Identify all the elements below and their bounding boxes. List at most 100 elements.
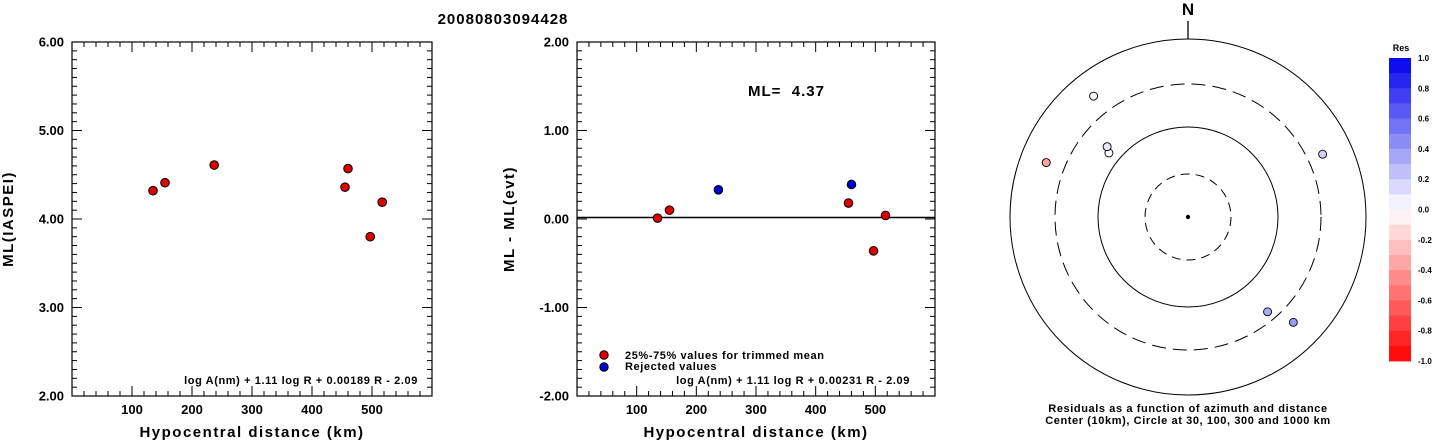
y-tick-label: -2.00 <box>539 389 569 404</box>
colorbar-tick-label: 1.0 <box>1418 54 1430 63</box>
station-marker <box>1318 149 1328 159</box>
x-tick-labels: 100 200 300 400 500 <box>121 402 383 417</box>
legend-label-trimmed: 25%-75% values for trimmed mean <box>625 350 825 362</box>
colorbar-cell <box>1389 345 1411 362</box>
colorbar-cell <box>1389 73 1411 89</box>
x-tick-label: 100 <box>626 402 648 417</box>
center-dot <box>1185 214 1191 220</box>
colorbar-cell <box>1389 239 1411 256</box>
x-axis-label: Hypocentral distance (km) <box>139 424 364 441</box>
x-tick-label: 300 <box>745 402 767 417</box>
circle-100km <box>1097 126 1279 308</box>
legend-label-rejected: Rejected values <box>625 361 717 373</box>
formula-label: log A(nm) + 1.11 log R + 0.00231 R - 2.0… <box>676 375 910 387</box>
x-tick-label: 200 <box>685 402 707 417</box>
data-point <box>340 182 350 192</box>
caption-line-1: Residuals as a function of azimuth and d… <box>1048 403 1327 415</box>
colorbar-tick-label: -0.8 <box>1418 327 1432 336</box>
data-point <box>160 177 170 188</box>
station-markers <box>1041 91 1328 327</box>
colorbar-cell <box>1389 315 1411 332</box>
y-tick-label: 1.00 <box>544 123 569 138</box>
data-point <box>377 197 388 207</box>
colorbar-tick-label: -1.0 <box>1418 357 1432 366</box>
data-point <box>664 205 675 215</box>
circle-30km <box>1144 173 1232 261</box>
y-axis-label: ML - ML(evt) <box>501 166 518 272</box>
x-tick-label: 300 <box>241 402 263 417</box>
colorbar-cells <box>1389 58 1411 362</box>
legend-marker-rejected <box>599 362 609 372</box>
colorbar-cell <box>1389 330 1411 347</box>
y-tick-label: 2.00 <box>544 35 569 50</box>
y-tick-label: 3.00 <box>39 300 64 315</box>
y-tick-label: -1.00 <box>539 300 569 315</box>
colorbar-tick-label: 0.6 <box>1418 115 1430 124</box>
colorbar-tick-label: 0.8 <box>1418 84 1430 93</box>
colorbar-cell <box>1389 148 1411 165</box>
colorbar-cell <box>1389 194 1411 210</box>
colorbar-cell <box>1389 209 1411 226</box>
y-axis-label: ML(IASPEI) <box>0 171 17 267</box>
caption-line-2: Center (10km), Circle at 30, 100, 300 an… <box>1045 415 1331 427</box>
y-tick-labels: -2.00 -1.00 0.00 1.00 2.00 <box>539 35 569 404</box>
colorbar-cell <box>1389 254 1411 271</box>
ml-iaspei-plot: 2.00 3.00 4.00 5.00 6.00 100 200 300 400 500 Hyp… <box>0 35 433 441</box>
legend-marker-trimmed <box>599 350 609 360</box>
station-marker <box>1102 142 1112 152</box>
tick-marks <box>577 42 935 396</box>
y-tick-labels: 2.00 3.00 4.00 5.00 6.00 <box>39 35 64 404</box>
colorbar-cell <box>1389 300 1411 316</box>
data-point <box>343 163 353 174</box>
tick-marks <box>72 42 432 396</box>
data-point <box>843 198 854 208</box>
colorbar: Res 1.0 0.8 0.6 0.4 0.2 0.0 -0.2 -0.4 -0.6 -0.8 -1… <box>1389 43 1432 366</box>
x-axis-label: Hypocentral distance (km) <box>643 424 868 441</box>
north-label: N <box>1182 0 1194 19</box>
colorbar-cell <box>1389 88 1411 104</box>
data-points <box>652 179 891 256</box>
y-tick-label: 6.00 <box>39 35 64 50</box>
station-marker <box>1288 317 1298 327</box>
data-point <box>148 185 158 196</box>
colorbar-cell <box>1389 285 1411 301</box>
colorbar-cell <box>1389 58 1411 74</box>
colorbar-cell <box>1389 224 1411 241</box>
formula-label: log A(nm) + 1.11 log R + 0.00189 R - 2.0… <box>184 375 418 387</box>
station-marker <box>1041 158 1051 168</box>
colorbar-cell <box>1389 133 1411 150</box>
colorbar-tick-label: -0.2 <box>1418 236 1432 245</box>
circle-1000km <box>1009 38 1367 396</box>
colorbar-cell <box>1389 270 1411 286</box>
data-point <box>365 231 376 242</box>
y-tick-label: 2.00 <box>39 389 64 404</box>
legend: 25%-75% values for trimmed mean Rejected… <box>599 350 825 373</box>
data-point <box>846 179 857 190</box>
figure-title: 20080803094428 <box>438 11 569 28</box>
ml-residual-plot: -2.00 -1.00 0.00 1.00 2.00 100 200 300 400 500 H… <box>501 35 936 441</box>
colorbar-tick-label: 0.4 <box>1418 145 1430 154</box>
colorbar-cell <box>1389 179 1411 195</box>
colorbar-tick-labels: 1.0 0.8 0.6 0.4 0.2 0.0 -0.2 -0.4 -0.6 -0.8 -1.0 <box>1418 54 1432 366</box>
colorbar-tick-label: -0.4 <box>1418 266 1432 275</box>
data-point <box>880 210 891 221</box>
ml-annotation: ML= 4.37 <box>748 83 825 100</box>
data-point <box>209 160 219 170</box>
colorbar-tick-label: -0.6 <box>1418 296 1432 305</box>
colorbar-cell <box>1389 118 1411 135</box>
plot-frame <box>71 41 433 397</box>
colorbar-cell <box>1389 103 1411 119</box>
x-tick-label: 400 <box>301 402 323 417</box>
colorbar-cell <box>1389 164 1411 180</box>
x-tick-label: 100 <box>121 402 143 417</box>
station-marker <box>1263 307 1273 317</box>
x-tick-labels: 100 200 300 400 500 <box>626 402 886 417</box>
data-point <box>713 184 724 195</box>
station-marker <box>1089 91 1099 101</box>
data-point <box>868 246 879 256</box>
y-tick-label: 0.00 <box>544 212 569 227</box>
data-point <box>652 213 663 223</box>
colorbar-tick-label: 0.0 <box>1418 206 1430 215</box>
y-tick-label: 4.00 <box>39 212 64 227</box>
